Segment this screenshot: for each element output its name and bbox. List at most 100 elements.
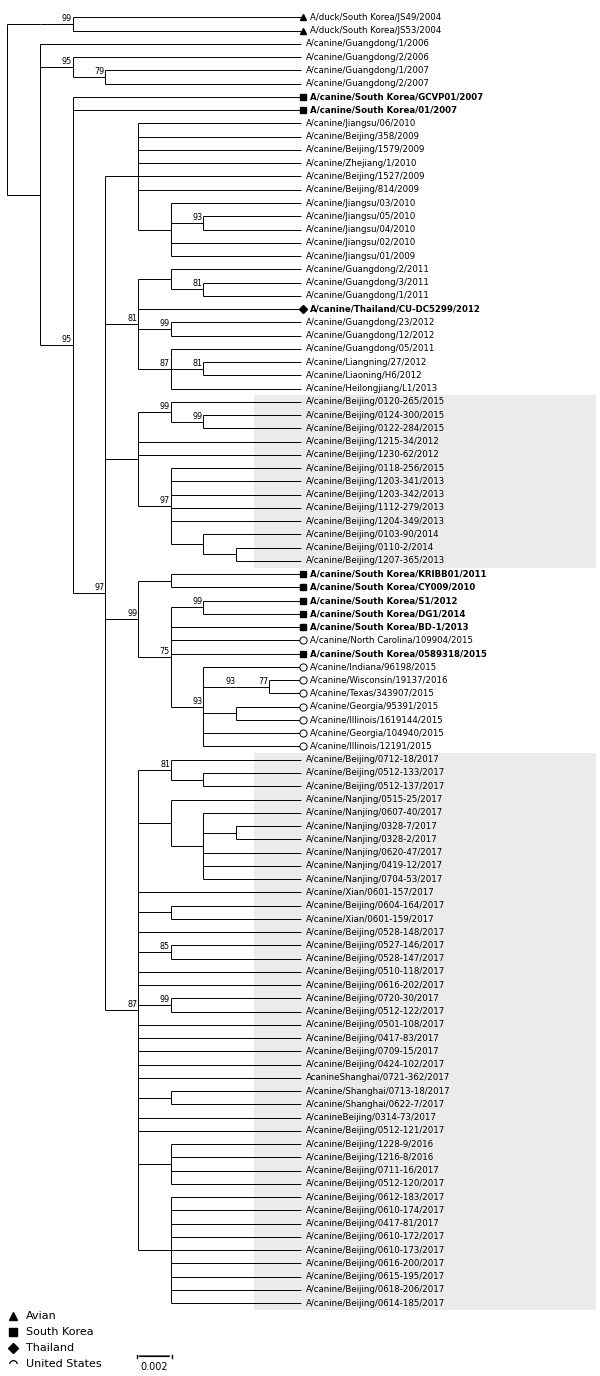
Text: A/canine/Georgia/104940/2015: A/canine/Georgia/104940/2015: [310, 729, 445, 738]
Text: A/canine/Guangdong/2/2007: A/canine/Guangdong/2/2007: [306, 80, 430, 88]
Text: A/canine/Shanghai/0622-7/2017: A/canine/Shanghai/0622-7/2017: [306, 1099, 445, 1109]
Text: South Korea: South Korea: [26, 1328, 94, 1337]
Text: A/canine/Xian/0601-159/2017: A/canine/Xian/0601-159/2017: [306, 914, 435, 923]
Text: A/canine/Beijing/0610-173/2017: A/canine/Beijing/0610-173/2017: [306, 1245, 445, 1255]
Text: 99: 99: [127, 608, 137, 618]
Text: A/canine/Jiangsu/03/2010: A/canine/Jiangsu/03/2010: [306, 198, 416, 208]
Text: A/canine/Beijing/0417-81/2017: A/canine/Beijing/0417-81/2017: [306, 1219, 440, 1229]
Text: A/canine/Shanghai/0713-18/2017: A/canine/Shanghai/0713-18/2017: [306, 1087, 451, 1095]
Text: A/canine/South Korea/CY009/2010: A/canine/South Korea/CY009/2010: [310, 583, 476, 592]
Text: Avian: Avian: [26, 1311, 56, 1321]
Text: 99: 99: [193, 411, 203, 421]
Text: 93: 93: [193, 213, 203, 222]
Text: A/canine/Beijing/0103-90/2014: A/canine/Beijing/0103-90/2014: [306, 530, 440, 539]
Text: A/canine/Texas/343907/2015: A/canine/Texas/343907/2015: [310, 689, 435, 698]
Text: A/canine/Beijing/0510-118/2017: A/canine/Beijing/0510-118/2017: [306, 967, 445, 977]
Text: 95: 95: [62, 334, 72, 344]
Text: A/canine/South Korea/01/2007: A/canine/South Korea/01/2007: [310, 106, 457, 114]
Text: A/canine/Nanjing/0419-12/2017: A/canine/Nanjing/0419-12/2017: [306, 861, 443, 870]
Text: 99: 99: [160, 402, 170, 410]
Text: A/canine/Beijing/0616-202/2017: A/canine/Beijing/0616-202/2017: [306, 981, 445, 989]
Text: A/canine/Beijing/1203-341/2013: A/canine/Beijing/1203-341/2013: [306, 477, 445, 486]
Text: A/canine/Jiangsu/06/2010: A/canine/Jiangsu/06/2010: [306, 118, 416, 128]
Text: A/canine/Beijing/1579/2009: A/canine/Beijing/1579/2009: [306, 146, 425, 154]
Text: A/canine/South Korea/GCVP01/2007: A/canine/South Korea/GCVP01/2007: [310, 92, 484, 102]
Text: A/canine/Guangdong/1/2007: A/canine/Guangdong/1/2007: [306, 66, 430, 74]
Text: A/canine/Beijing/1228-9/2016: A/canine/Beijing/1228-9/2016: [306, 1139, 434, 1149]
Text: A/canine/Beijing/0512-120/2017: A/canine/Beijing/0512-120/2017: [306, 1179, 445, 1189]
Text: 97: 97: [94, 583, 104, 592]
Text: A/canineBeijing/0314-73/2017: A/canineBeijing/0314-73/2017: [306, 1113, 437, 1123]
Text: A/canine/Guangdong/2/2006: A/canine/Guangdong/2/2006: [306, 52, 430, 62]
Text: A/canine/Beijing/0512-133/2017: A/canine/Beijing/0512-133/2017: [306, 768, 445, 777]
Text: 87: 87: [127, 1000, 137, 1009]
Text: Thailand: Thailand: [26, 1343, 74, 1353]
Text: A/canine/Beijing/1216-8/2016: A/canine/Beijing/1216-8/2016: [306, 1153, 434, 1161]
Text: AcanineShanghai/0721-362/2017: AcanineShanghai/0721-362/2017: [306, 1073, 451, 1083]
Text: A/duck/South Korea/JS49/2004: A/duck/South Korea/JS49/2004: [310, 12, 442, 22]
Bar: [254, 395, 596, 567]
Text: 79: 79: [94, 67, 104, 76]
Text: A/canine/Beijing/0616-200/2017: A/canine/Beijing/0616-200/2017: [306, 1259, 445, 1267]
Bar: [254, 753, 596, 1310]
Text: 81: 81: [193, 279, 203, 288]
Text: A/canine/Nanjing/0607-40/2017: A/canine/Nanjing/0607-40/2017: [306, 808, 443, 817]
Text: A/canine/Beijing/0615-195/2017: A/canine/Beijing/0615-195/2017: [306, 1273, 445, 1281]
Text: A/canine/Beijing/0512-137/2017: A/canine/Beijing/0512-137/2017: [306, 782, 445, 791]
Text: A/canine/Beijing/0712-18/2017: A/canine/Beijing/0712-18/2017: [306, 755, 440, 764]
Text: A/canine/Guangdong/1/2011: A/canine/Guangdong/1/2011: [306, 292, 430, 300]
Text: A/canine/Jiangsu/04/2010: A/canine/Jiangsu/04/2010: [306, 226, 416, 234]
Text: 87: 87: [160, 359, 170, 367]
Text: A/canine/South Korea/DG1/2014: A/canine/South Korea/DG1/2014: [310, 610, 466, 618]
Text: A/canine/Beijing/0417-83/2017: A/canine/Beijing/0417-83/2017: [306, 1033, 440, 1043]
Text: A/canine/Illinois/12191/2015: A/canine/Illinois/12191/2015: [310, 742, 433, 751]
Text: A/canine/Liangning/27/2012: A/canine/Liangning/27/2012: [306, 358, 428, 366]
Text: A/canine/Beijing/358/2009: A/canine/Beijing/358/2009: [306, 132, 420, 142]
Text: A/canine/Beijing/0512-121/2017: A/canine/Beijing/0512-121/2017: [306, 1127, 445, 1135]
Text: A/canine/Beijing/0124-300/2015: A/canine/Beijing/0124-300/2015: [306, 410, 445, 420]
Text: 95: 95: [62, 56, 72, 66]
Text: A/canine/Guangdong/3/2011: A/canine/Guangdong/3/2011: [306, 278, 430, 288]
Text: 99: 99: [62, 14, 72, 23]
Text: A/canine/Georgia/95391/2015: A/canine/Georgia/95391/2015: [310, 702, 440, 711]
Text: A/canine/Guangdong/1/2006: A/canine/Guangdong/1/2006: [306, 40, 430, 48]
Text: A/canine/Nanjing/0704-53/2017: A/canine/Nanjing/0704-53/2017: [306, 875, 443, 883]
Text: A/canine/Beijing/0610-172/2017: A/canine/Beijing/0610-172/2017: [306, 1233, 445, 1241]
Text: 75: 75: [160, 647, 170, 656]
Text: United States: United States: [26, 1359, 101, 1369]
Text: 97: 97: [160, 497, 170, 505]
Text: A/canine/Beijing/0110-2/2014: A/canine/Beijing/0110-2/2014: [306, 544, 434, 552]
Text: A/canine/Beijing/0711-16/2017: A/canine/Beijing/0711-16/2017: [306, 1167, 440, 1175]
Text: A/canine/Beijing/0614-185/2017: A/canine/Beijing/0614-185/2017: [306, 1299, 445, 1307]
Text: A/canine/Beijing/1112-279/2013: A/canine/Beijing/1112-279/2013: [306, 504, 445, 512]
Text: A/canine/Xian/0601-157/2017: A/canine/Xian/0601-157/2017: [306, 888, 435, 897]
Text: A/canine/Nanjing/0515-25/2017: A/canine/Nanjing/0515-25/2017: [306, 795, 443, 804]
Text: A/canine/Beijing/814/2009: A/canine/Beijing/814/2009: [306, 186, 420, 194]
Text: A/canine/South Korea/KRIBB01/2011: A/canine/South Korea/KRIBB01/2011: [310, 570, 487, 579]
Text: 93: 93: [193, 696, 203, 706]
Text: A/canine/Beijing/0527-146/2017: A/canine/Beijing/0527-146/2017: [306, 941, 445, 949]
Text: A/canine/Guangdong/2/2011: A/canine/Guangdong/2/2011: [306, 264, 430, 274]
Text: 81: 81: [127, 314, 137, 323]
Text: A/duck/South Korea/JS53/2004: A/duck/South Korea/JS53/2004: [310, 26, 442, 36]
Text: A/canine/Liaoning/H6/2012: A/canine/Liaoning/H6/2012: [306, 370, 423, 380]
Text: A/canine/Beijing/1204-349/2013: A/canine/Beijing/1204-349/2013: [306, 516, 445, 526]
Text: A/canine/Zhejiang/1/2010: A/canine/Zhejiang/1/2010: [306, 158, 418, 168]
Text: A/canine/Guangdong/23/2012: A/canine/Guangdong/23/2012: [306, 318, 436, 327]
Text: A/canine/Guangdong/12/2012: A/canine/Guangdong/12/2012: [306, 332, 436, 340]
Text: 93: 93: [226, 677, 235, 685]
Text: A/canine/Beijing/1527/2009: A/canine/Beijing/1527/2009: [306, 172, 425, 182]
Text: A/canine/Wisconsin/19137/2016: A/canine/Wisconsin/19137/2016: [310, 676, 449, 685]
Text: 99: 99: [193, 597, 203, 607]
Text: A/canine/Beijing/0612-183/2017: A/canine/Beijing/0612-183/2017: [306, 1193, 445, 1201]
Text: 81: 81: [160, 760, 170, 769]
Text: A/canine/Beijing/0720-30/2017: A/canine/Beijing/0720-30/2017: [306, 993, 440, 1003]
Text: A/canine/Beijing/0604-164/2017: A/canine/Beijing/0604-164/2017: [306, 901, 445, 910]
Text: A/canine/Jiangsu/02/2010: A/canine/Jiangsu/02/2010: [306, 238, 416, 248]
Text: A/canine/South Korea/S1/2012: A/canine/South Korea/S1/2012: [310, 596, 458, 605]
Text: A/canine/Beijing/0122-284/2015: A/canine/Beijing/0122-284/2015: [306, 424, 445, 433]
Text: 81: 81: [193, 359, 203, 367]
Text: A/canine/Beijing/0610-174/2017: A/canine/Beijing/0610-174/2017: [306, 1205, 445, 1215]
Text: 85: 85: [160, 943, 170, 951]
Text: A/canine/Beijing/0118-256/2015: A/canine/Beijing/0118-256/2015: [306, 464, 445, 472]
